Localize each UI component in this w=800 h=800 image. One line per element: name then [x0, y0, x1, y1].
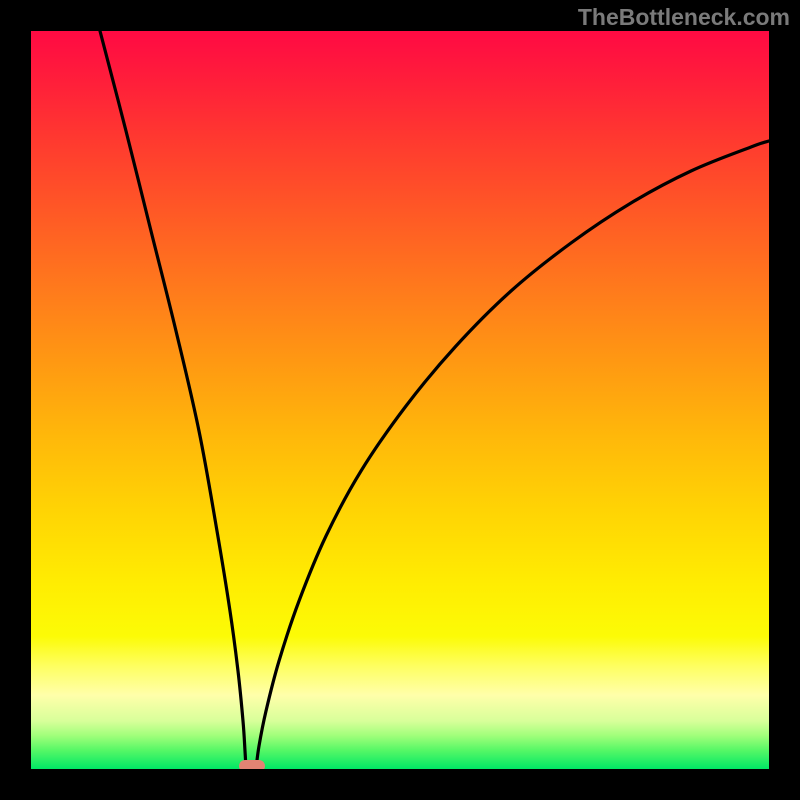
minimum-marker: [239, 760, 265, 769]
bottleneck-curve: [31, 31, 769, 769]
plot-area: [31, 31, 769, 769]
watermark-text: TheBottleneck.com: [578, 4, 790, 31]
figure-canvas: TheBottleneck.com: [0, 0, 800, 800]
